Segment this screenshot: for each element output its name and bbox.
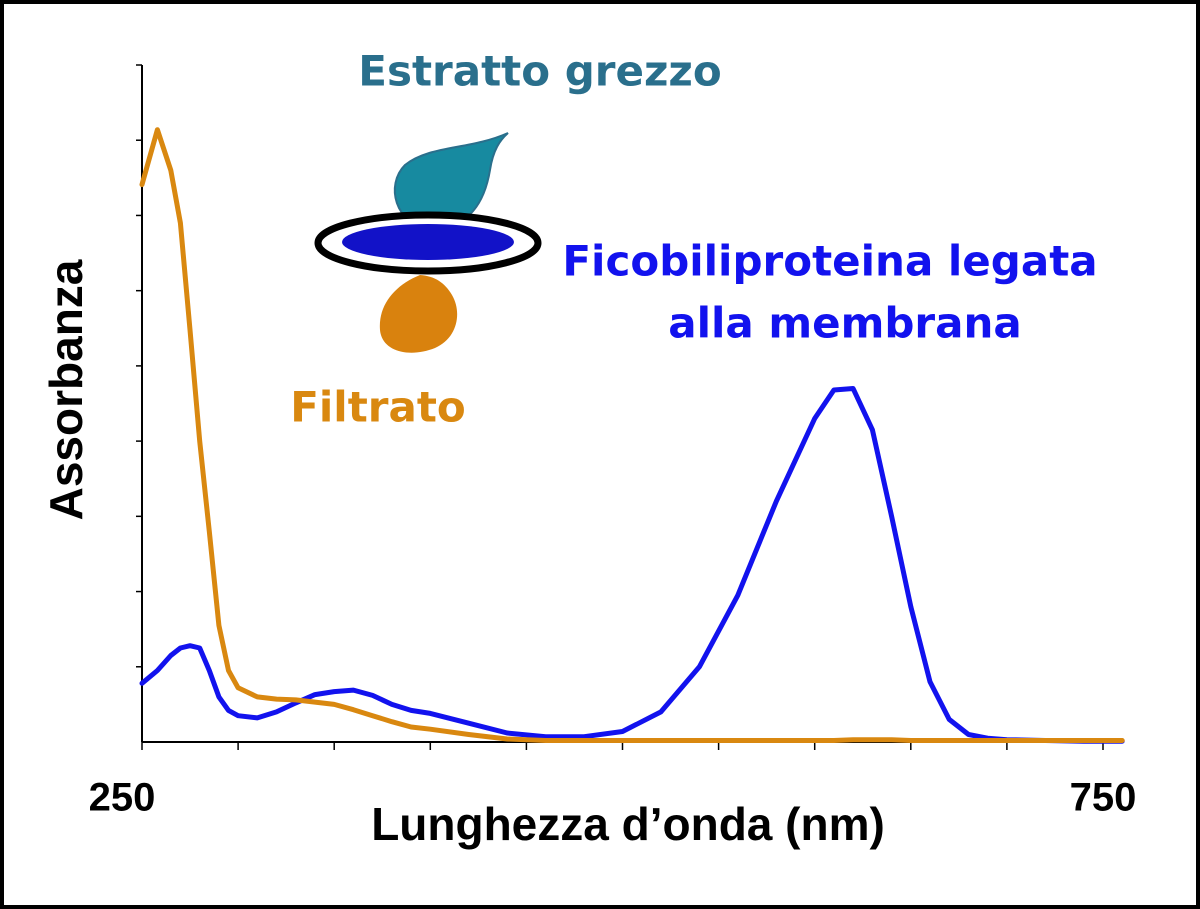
x-axis-title: Lunghezza d’onda (nm) (371, 798, 885, 850)
chart: 250 750 Lunghezza d’onda (nm) Assorbanza Est… (0, 0, 1200, 909)
frame (2, 2, 1198, 907)
annotation: alla membrana (668, 299, 1021, 348)
x-tick-label: 750 (1070, 776, 1137, 820)
y-axis-title: Assorbanza (40, 259, 92, 520)
annotation: Filtrato (290, 383, 466, 432)
annotation: Ficobiliproteina legata (562, 237, 1097, 286)
x-tick-label: 250 (89, 776, 156, 820)
annotation: Estratto grezzo (358, 47, 721, 96)
